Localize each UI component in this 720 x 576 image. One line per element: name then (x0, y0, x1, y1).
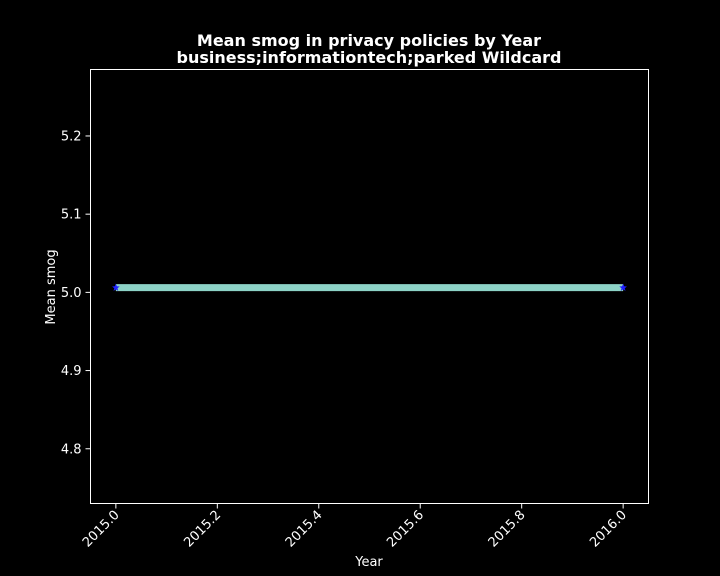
y-tick-label: 5.0 (61, 286, 82, 301)
data-point-star (112, 283, 120, 291)
x-tick-label: 2015.6 (384, 508, 427, 551)
y-tick-label: 4.9 (61, 364, 82, 379)
y-tick-label: 4.8 (61, 442, 82, 457)
chart-subtitle: business;informationtech;parked Wildcard (177, 48, 562, 67)
chart-title: Mean smog in privacy policies by Year (197, 31, 541, 50)
y-axis: 4.8 4.9 5.0 5.1 5.2 (61, 129, 91, 457)
x-tick-label: 2015.2 (181, 508, 224, 551)
plot-area-frame (90, 69, 649, 504)
y-tick-label: 5.1 (61, 208, 82, 223)
x-axis: 2015.0 2015.2 2015.4 2015.6 2015.8 2016.0 (80, 503, 630, 551)
x-tick-label: 2016.0 (587, 508, 630, 551)
data-point-star (619, 283, 627, 291)
y-axis-label: Mean smog (44, 249, 59, 324)
y-tick-label: 5.2 (61, 129, 82, 144)
x-axis-label: Year (354, 555, 383, 570)
x-tick-label: 2015.0 (80, 508, 123, 551)
series-layer (112, 283, 627, 292)
x-tick-label: 2015.4 (283, 508, 326, 551)
x-tick-label: 2015.8 (486, 508, 529, 551)
